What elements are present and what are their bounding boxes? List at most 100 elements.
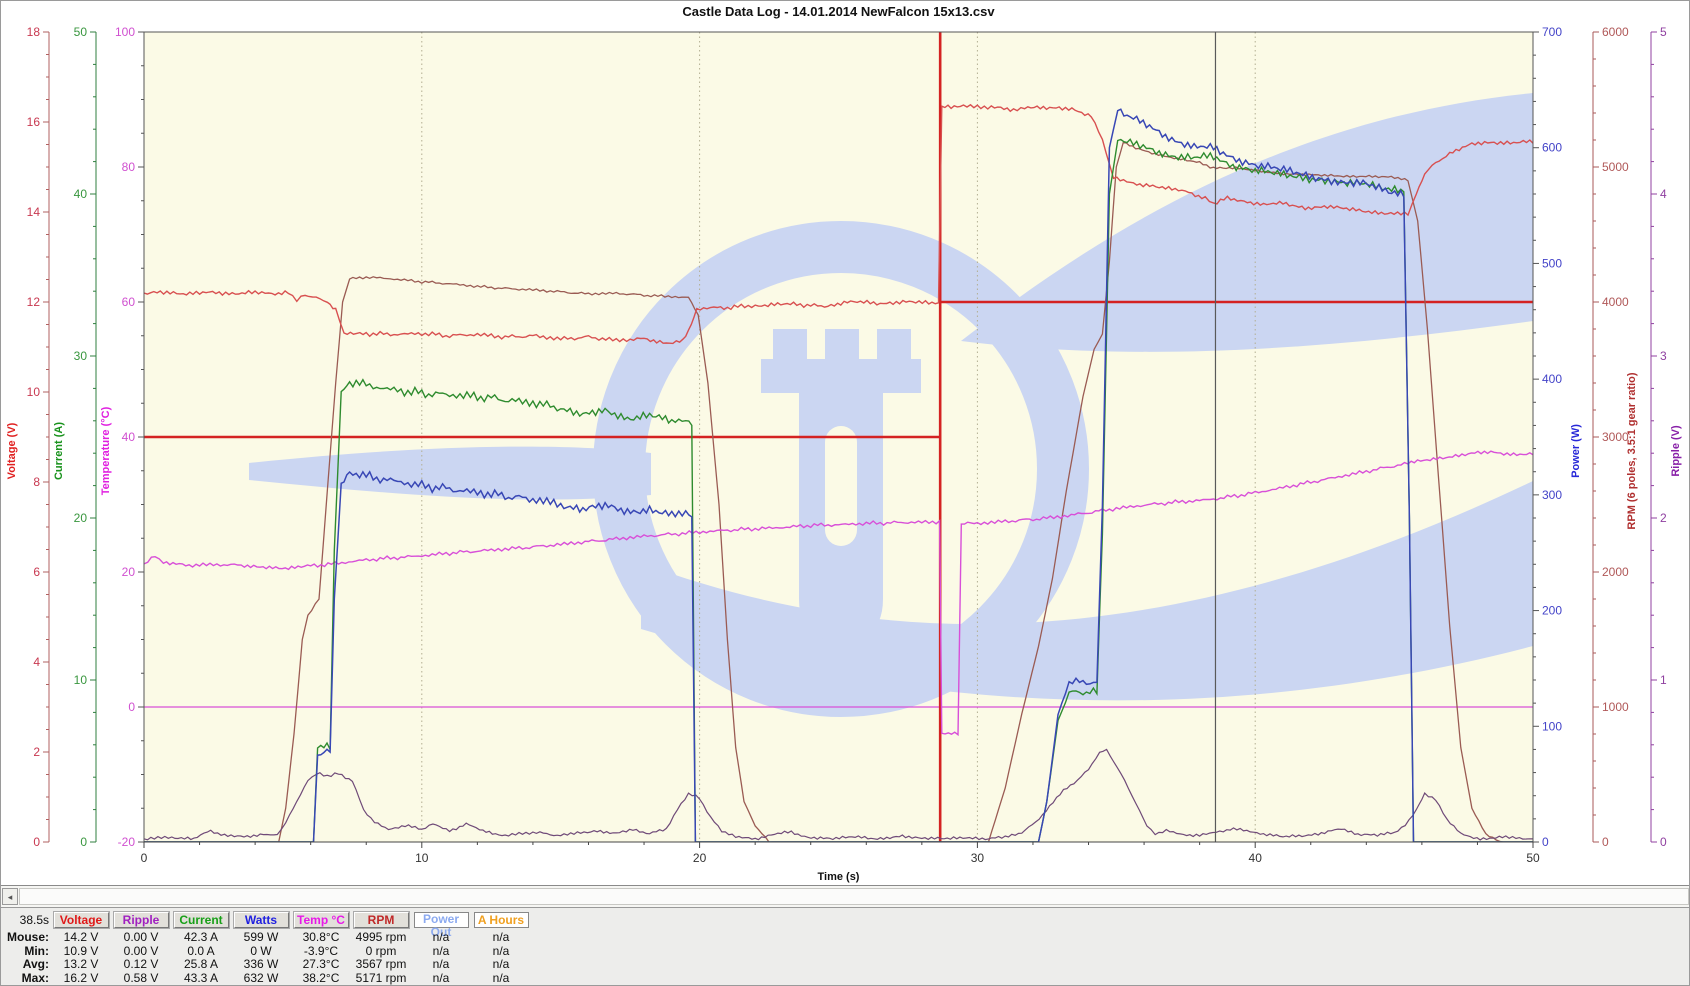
scrollbar-track[interactable]: [19, 888, 1689, 905]
svg-text:200: 200: [1542, 604, 1562, 618]
status-bar: 38.5s Voltage Ripple Current Watts Temp °C RP…: [1, 907, 1689, 985]
column-toggle-rpm[interactable]: RPM: [353, 912, 409, 928]
stats-value: n/a: [492, 970, 510, 985]
stats-value: 0.0 A: [187, 943, 215, 958]
svg-text:40: 40: [74, 187, 88, 201]
svg-text:1: 1: [1660, 673, 1667, 687]
series-ripple-line: [144, 748, 1533, 841]
series-temperature-line: [144, 450, 1533, 737]
svg-text:16: 16: [27, 115, 41, 129]
svg-text:3: 3: [1660, 349, 1667, 363]
axis-temperature: -20 0 20 40 60 80 100 Temperature (°C): [100, 25, 145, 849]
stats-row-avg: Avg: 13.2 V 0.12 V 25.8 A 336 W 27.3°C 3567 rp…: [1, 957, 1689, 971]
svg-text:Time (s): Time (s): [818, 871, 860, 883]
column-toggle-ripple[interactable]: Ripple: [113, 912, 169, 928]
stats-value: n/a: [432, 943, 450, 958]
svg-text:30: 30: [971, 851, 985, 865]
svg-text:4: 4: [33, 655, 40, 669]
stats-value: 30.8°C: [302, 930, 340, 944]
stats-value: 38.2°C: [302, 970, 340, 985]
stats-value: 632 W: [243, 970, 279, 985]
stats-value: 10.9 V: [63, 943, 99, 958]
column-toggle-voltage[interactable]: Voltage: [53, 912, 109, 928]
svg-text:4000: 4000: [1602, 295, 1629, 309]
stats-value: n/a: [492, 943, 510, 958]
stats-value: n/a: [432, 970, 450, 985]
svg-text:30: 30: [74, 349, 88, 363]
svg-text:5: 5: [1660, 25, 1667, 39]
svg-text:Ripple (V): Ripple (V): [1670, 425, 1682, 477]
svg-text:20: 20: [122, 565, 136, 579]
chart-title: Castle Data Log - 14.01.2014 NewFalcon 1…: [682, 4, 995, 19]
svg-text:400: 400: [1542, 372, 1562, 386]
stats-value: 0.58 V: [123, 970, 159, 985]
stats-value: 5171 rpm: [355, 970, 407, 985]
svg-text:600: 600: [1542, 141, 1562, 155]
axis-power: 0 100 200 300 400 500 600 700 Power (W): [1532, 25, 1582, 849]
column-toggle-a-hours[interactable]: A Hours: [473, 912, 529, 928]
chart-region: Castle Data Log - 14.01.2014 NewFalcon 1…: [1, 1, 1689, 885]
column-toggle-temp-c[interactable]: Temp °C: [293, 912, 349, 928]
svg-text:Temperature (°C): Temperature (°C): [100, 406, 112, 495]
svg-text:Voltage (V): Voltage (V): [6, 422, 18, 479]
stats-value: 27.3°C: [302, 957, 340, 971]
column-toggle-current[interactable]: Current: [173, 912, 229, 928]
stats-value: n/a: [432, 930, 450, 944]
axis-voltage: 0 2 4 6 8 10 12 14 16 18 Voltage (V): [6, 25, 50, 849]
svg-text:0: 0: [1602, 835, 1609, 849]
svg-text:6000: 6000: [1602, 25, 1629, 39]
svg-text:700: 700: [1542, 25, 1562, 39]
stats-value: 43.3 A: [183, 970, 219, 985]
svg-text:0: 0: [80, 835, 87, 849]
svg-text:18: 18: [27, 25, 41, 39]
svg-text:4: 4: [1660, 187, 1667, 201]
svg-text:60: 60: [122, 295, 136, 309]
svg-text:0: 0: [1542, 835, 1549, 849]
svg-text:2: 2: [1660, 511, 1667, 525]
svg-text:-20: -20: [118, 835, 136, 849]
axis-time: 0 10 20 30 40 50 Time (s): [141, 841, 1540, 883]
svg-text:100: 100: [115, 25, 135, 39]
stats-row-label: Max:: [21, 970, 49, 985]
svg-text:40: 40: [122, 430, 136, 444]
series-power-line: [144, 108, 1533, 842]
svg-text:300: 300: [1542, 488, 1562, 502]
svg-text:20: 20: [693, 851, 707, 865]
stats-value: n/a: [492, 930, 510, 944]
axis-ripple: 0 1 2 3 4 5 Ripple (V): [1650, 25, 1682, 849]
svg-text:0: 0: [141, 851, 148, 865]
stats-value: 42.3 A: [183, 930, 219, 944]
svg-text:12: 12: [27, 295, 41, 309]
stats-value: 0.00 V: [123, 930, 159, 944]
svg-text:0: 0: [128, 700, 135, 714]
stats-value: 25.8 A: [183, 957, 219, 971]
stats-value: 3567 rpm: [355, 957, 407, 971]
stats-value: 0.00 V: [123, 943, 159, 958]
svg-text:50: 50: [74, 25, 88, 39]
svg-text:10: 10: [415, 851, 429, 865]
stats-row-min: Min: 10.9 V 0.00 V 0.0 A 0 W -3.9°C 0 rpm n/a n/…: [1, 943, 1689, 958]
stats-value: 0.12 V: [123, 957, 159, 971]
series-rpm-line: [144, 142, 1533, 842]
series-voltage-line: [144, 103, 1533, 345]
stats-row-mouse: Mouse: 14.2 V 0.00 V 42.3 A 599 W 30.8°C 4995 …: [1, 930, 1689, 944]
svg-text:80: 80: [122, 160, 136, 174]
stats-value: 13.2 V: [63, 957, 99, 971]
stats-value: 14.2 V: [63, 930, 99, 944]
stats-value: 16.2 V: [63, 970, 99, 985]
svg-text:10: 10: [27, 385, 41, 399]
scroll-left-button[interactable]: ◂: [2, 888, 18, 905]
svg-text:5000: 5000: [1602, 160, 1629, 174]
stats-row-label: Mouse:: [7, 930, 49, 944]
svg-text:500: 500: [1542, 256, 1562, 270]
castle-logo-watermark: [249, 93, 1533, 717]
svg-text:10: 10: [74, 673, 88, 687]
column-toggle-watts[interactable]: Watts: [233, 912, 289, 928]
horizontal-scrollbar[interactable]: ◂: [1, 885, 1689, 907]
svg-text:50: 50: [1526, 851, 1540, 865]
svg-text:Power (W): Power (W): [1570, 424, 1582, 478]
stats-value: 0 rpm: [365, 943, 397, 958]
column-toggle-power-out[interactable]: Power Out: [413, 912, 469, 939]
